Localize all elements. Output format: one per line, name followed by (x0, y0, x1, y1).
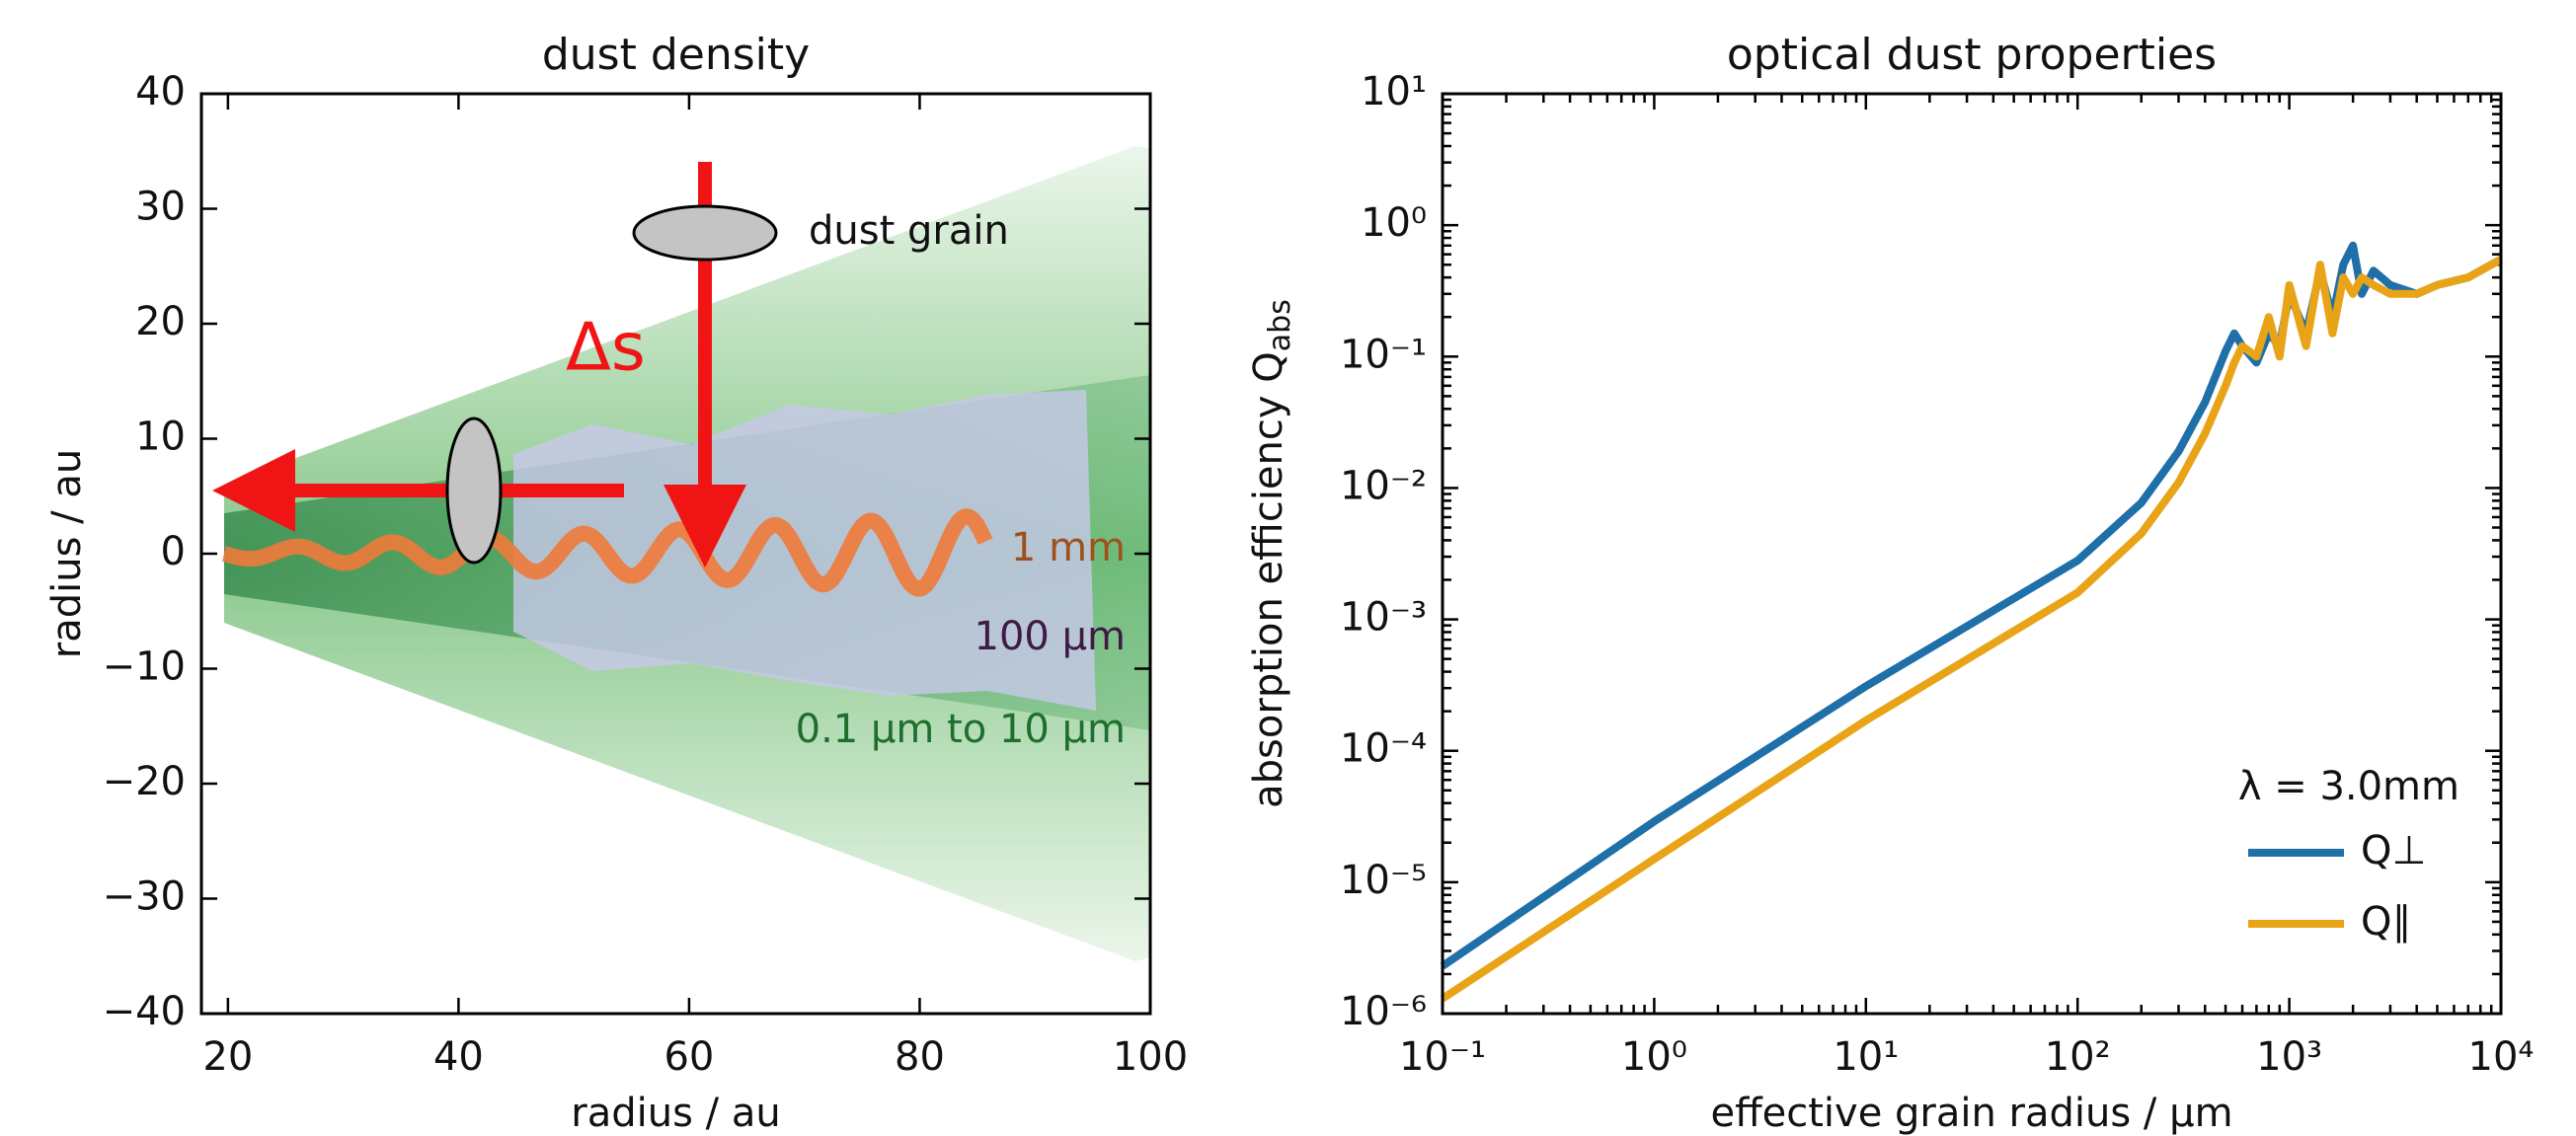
chart-title: dust density (542, 30, 810, 80)
x-tick-label: 40 (433, 1034, 484, 1080)
y-tick-label: −30 (103, 874, 186, 920)
annotation: 1 mm (1011, 525, 1126, 570)
legend-label: Q⊥ (2361, 828, 2426, 873)
x-tick-label: 10¹ (1833, 1034, 1899, 1080)
x-tick-label: 10⁴ (2468, 1034, 2535, 1080)
annotation: 0.1 µm to 10 µm (796, 707, 1126, 752)
x-tick-label: 10⁻¹ (1399, 1034, 1486, 1080)
annotation-arrows (212, 162, 778, 568)
legend-label: Q∥ (2361, 899, 2411, 945)
series-line (1440, 241, 2503, 970)
y-tick-label: 10 (135, 415, 186, 460)
legend-title: λ = 3.0mm (2238, 764, 2459, 809)
annotation: dust grain (809, 208, 1009, 254)
x-tick-label: 10² (2045, 1034, 2111, 1080)
x-axis-label: effective grain radius / µm (1710, 1091, 2232, 1136)
y-tick-label: 30 (135, 185, 186, 230)
x-tick-label: 10⁰ (1621, 1034, 1687, 1080)
y-tick-label: −20 (103, 759, 186, 804)
y-axis-label-main: radius / au (44, 449, 90, 658)
y-tick-label: 10¹ (1361, 69, 1427, 114)
y-tick-label: 10⁻⁶ (1340, 989, 1427, 1034)
y-tick-label: 10⁻⁴ (1340, 726, 1427, 772)
series-line (1440, 256, 2503, 1003)
x-tick-label: 60 (664, 1034, 714, 1080)
annotation: Δs (566, 309, 646, 386)
y-tick-label: 10⁻¹ (1340, 332, 1427, 377)
y-tick-label: 10⁻³ (1340, 595, 1427, 641)
y-tick-label: 10⁰ (1361, 200, 1427, 246)
y-tick-label: −40 (103, 989, 186, 1034)
annotation: 100 µm (975, 614, 1126, 659)
plot-frame (199, 92, 1152, 1016)
x-tick-label: 80 (895, 1034, 945, 1080)
y-tick-label: −10 (103, 644, 186, 690)
chart-title: optical dust properties (1727, 30, 2217, 80)
y-axis-label-sub: abs (1263, 299, 1297, 351)
y-axis-label: absorption efficiency Qabs (1246, 299, 1297, 808)
y-tick-label: 10⁻⁵ (1340, 858, 1427, 903)
x-tick-label: 10³ (2256, 1034, 2322, 1080)
y-axis-label-main: absorption efficiency Q (1246, 351, 1291, 808)
x-axis-label: radius / au (571, 1091, 780, 1136)
y-tick-label: 10⁻² (1340, 463, 1427, 508)
y-tick-label: 20 (135, 299, 186, 344)
y-tick-label: 0 (161, 529, 186, 574)
x-tick-label: 100 (1113, 1034, 1188, 1080)
y-tick-label: 40 (135, 69, 186, 114)
x-tick-label: 20 (202, 1034, 253, 1080)
y-axis-label: radius / au (44, 449, 90, 658)
plot-frame (1441, 92, 2503, 1016)
